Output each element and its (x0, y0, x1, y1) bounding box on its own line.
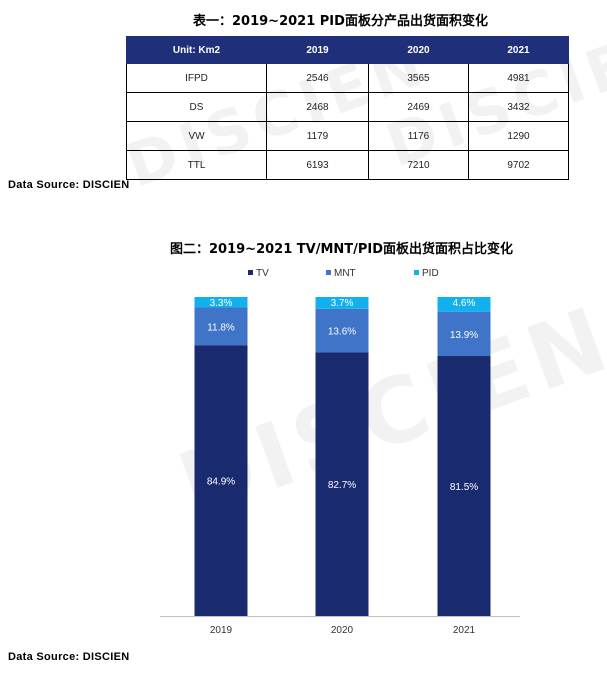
data-label: 4.6% (453, 298, 476, 309)
legend-swatch-mnt (326, 270, 331, 275)
legend-swatch-tv (248, 270, 253, 275)
bar-tv-2019 (194, 345, 248, 616)
table-cell: 1179 (266, 121, 369, 151)
data-label: 3.3% (210, 298, 233, 309)
chart-title: 图二：2019~2021 TV/MNT/PID面板出货面积占比变化 (170, 242, 514, 257)
x-tick-label: 2020 (331, 625, 354, 636)
header-2021: 2021 (468, 36, 569, 64)
table-cell: 6193 (266, 150, 369, 180)
x-tick-label: 2019 (210, 625, 233, 636)
bar-pid-2020 (315, 297, 369, 309)
bar-mnt-2019 (194, 307, 248, 346)
bar-tv-2021 (437, 356, 491, 616)
bar-pid-2021 (437, 297, 491, 312)
data-label: 84.9% (207, 477, 235, 488)
table-cell: 3565 (368, 63, 469, 93)
bar-pid-2019 (194, 297, 248, 308)
row-label: DS (126, 92, 267, 122)
header-2020: 2020 (368, 36, 469, 64)
table-cell: 2468 (266, 92, 369, 122)
legend-label-mnt: MNT (334, 268, 356, 279)
table-row: DS 2468 2469 3432 (126, 92, 569, 122)
table-row: VW 1179 1176 1290 (126, 121, 569, 151)
x-tick-label: 2021 (453, 625, 476, 636)
data-source-label: Data Source: DISCIEN (8, 179, 130, 191)
table-cell: 4981 (468, 63, 569, 93)
bar-mnt-2020 (315, 308, 369, 353)
data-label: 13.9% (450, 330, 478, 341)
legend-label-pid: PID (422, 268, 439, 279)
data-label: 3.7% (331, 298, 354, 309)
table-cell: 1176 (368, 121, 469, 151)
data-label: 81.5% (450, 482, 478, 493)
data-label: 13.6% (328, 326, 356, 337)
data-source-label: Data Source: DISCIEN (8, 651, 130, 663)
data-table: Unit: Km2 2019 2020 2021 IFPD 2546 3565 … (126, 36, 569, 180)
bar-tv-2020 (315, 352, 369, 616)
header-2019: 2019 (266, 36, 369, 64)
table-cell: 1290 (468, 121, 569, 151)
table-header-row: Unit: Km2 2019 2020 2021 (126, 36, 569, 64)
legend-swatch-pid (414, 270, 419, 275)
row-label: TTL (126, 150, 267, 180)
data-label: 11.8% (207, 322, 235, 333)
table-row: TTL 6193 7210 9702 (126, 150, 569, 180)
table-cell: 3432 (468, 92, 569, 122)
table-cell: 9702 (468, 150, 569, 180)
legend-label-tv: TV (256, 268, 269, 279)
table-title: 表一：2019~2021 PID面板分产品出货面积变化 (193, 14, 488, 29)
bar-mnt-2021 (437, 311, 491, 357)
data-label: 82.7% (328, 480, 356, 491)
row-label: IFPD (126, 63, 267, 93)
